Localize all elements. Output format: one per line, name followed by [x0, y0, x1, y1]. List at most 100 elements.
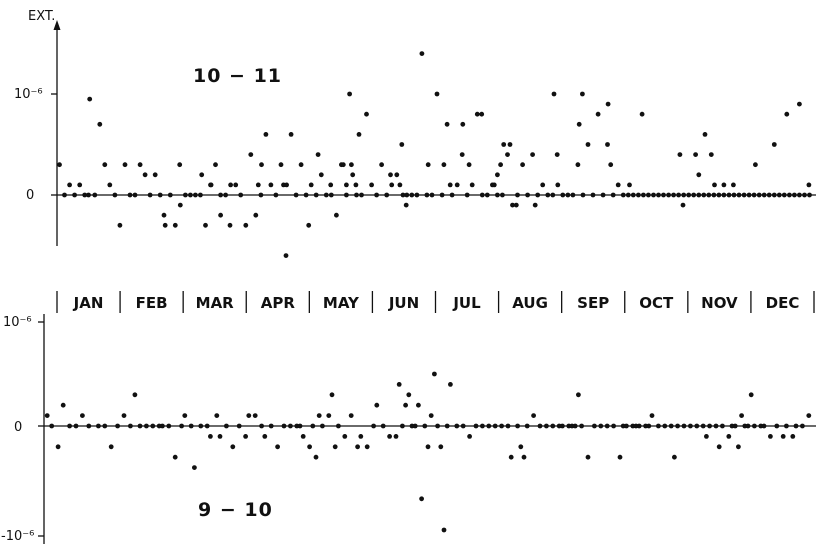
top-panel: EXT. 10⁻⁶ 0 10 − 11 [14, 9, 816, 258]
bottom-data-point [435, 423, 440, 429]
month-label: APR [261, 294, 296, 312]
bottom-data-point [425, 444, 431, 450]
top-data-point [464, 192, 470, 198]
top-points [57, 51, 812, 258]
bottom-data-point [246, 413, 252, 418]
top-data-point [580, 91, 585, 97]
top-data-point [389, 182, 395, 188]
top-data-point [62, 192, 67, 198]
top-data-point [691, 192, 697, 198]
top-data-point [666, 192, 671, 198]
top-data-point [716, 192, 722, 198]
top-data-point [328, 182, 334, 188]
top-data-point [550, 192, 556, 198]
bottom-data-point [281, 423, 287, 429]
top-data-point [802, 192, 807, 198]
bottom-data-point [700, 423, 706, 429]
top-data-point [198, 192, 203, 198]
top-data-point [344, 192, 349, 198]
bottom-data-point [393, 434, 399, 439]
top-data-point [441, 162, 447, 168]
bottom-data-point [579, 423, 584, 429]
top-data-point [459, 152, 465, 158]
bottom-data-point [44, 413, 50, 418]
bottom-data-point [419, 496, 424, 502]
top-data-point [741, 192, 747, 198]
bottom-data-point [208, 434, 213, 439]
top-data-point [122, 162, 128, 168]
top-data-point [784, 111, 790, 117]
bottom-data-point [422, 423, 428, 429]
bottom-data-point [681, 423, 687, 429]
bottom-data-point [127, 423, 133, 429]
bottom-data-point [137, 423, 143, 429]
bottom-data-point [454, 423, 460, 429]
top-data-point [439, 192, 445, 198]
top-data-point [399, 142, 405, 147]
top-data-point [513, 202, 519, 208]
bottom-data-point [224, 423, 229, 429]
top-data-point [479, 192, 485, 198]
top-data-point [555, 182, 561, 188]
top-data-point [680, 202, 686, 208]
top-data-point [172, 222, 178, 228]
top-data-point [746, 192, 752, 198]
bottom-data-point [406, 392, 412, 398]
bottom-data-point [275, 444, 280, 450]
top-data-point [409, 192, 415, 198]
top-data-point [318, 172, 324, 178]
top-data-point [137, 162, 143, 168]
top-data-point [142, 172, 148, 178]
bottom-data-point [49, 423, 55, 429]
bottom-data-point [726, 434, 732, 439]
top-data-point [696, 172, 702, 178]
top-data-point [354, 192, 359, 198]
top-data-point [177, 202, 183, 208]
top-data-point [766, 192, 772, 198]
bottom-data-point [67, 423, 72, 429]
top-data-point [495, 172, 500, 178]
top-data-point [636, 192, 641, 198]
top-data-point [323, 192, 329, 198]
top-data-point [424, 192, 430, 198]
top-data-point [82, 192, 88, 198]
top-data-point [199, 172, 205, 178]
top-data-point [157, 192, 163, 198]
bottom-data-point [473, 423, 479, 429]
bottom-data-point [268, 423, 274, 429]
top-data-point [403, 202, 409, 208]
top-data-point [203, 222, 208, 228]
top-data-point [359, 192, 364, 198]
bottom-data-point [364, 444, 370, 450]
bottom-data-point [592, 423, 597, 429]
top-panel-label: 10 − 11 [193, 65, 282, 87]
bottom-data-point [188, 423, 194, 429]
bottom-data-point [748, 392, 754, 398]
top-data-point [771, 192, 777, 198]
month-label: MAR [196, 294, 235, 312]
top-data-point [356, 132, 362, 137]
top-data-point [646, 192, 651, 198]
bottom-data-point [761, 423, 767, 429]
top-data-point [792, 192, 797, 198]
top-data-point [565, 192, 571, 198]
bottom-data-point [521, 454, 527, 460]
bottom-data-point [611, 423, 616, 429]
top-data-point [525, 192, 530, 198]
top-data-point [797, 192, 802, 198]
top-data-point [751, 192, 757, 198]
bottom-data-point [499, 423, 504, 429]
bottom-data-point [720, 423, 725, 429]
bottom-data-point [262, 434, 268, 439]
bottom-data-point [550, 423, 556, 429]
bottom-data-point [55, 444, 61, 450]
top-data-point [353, 182, 359, 188]
bottom-data-point [560, 423, 565, 429]
bottom-data-point [486, 423, 492, 429]
bottom-data-point [544, 423, 549, 429]
top-data-point [706, 192, 712, 198]
bottom-data-point [537, 423, 543, 429]
top-data-point [630, 192, 636, 198]
bottom-data-point [736, 444, 741, 450]
